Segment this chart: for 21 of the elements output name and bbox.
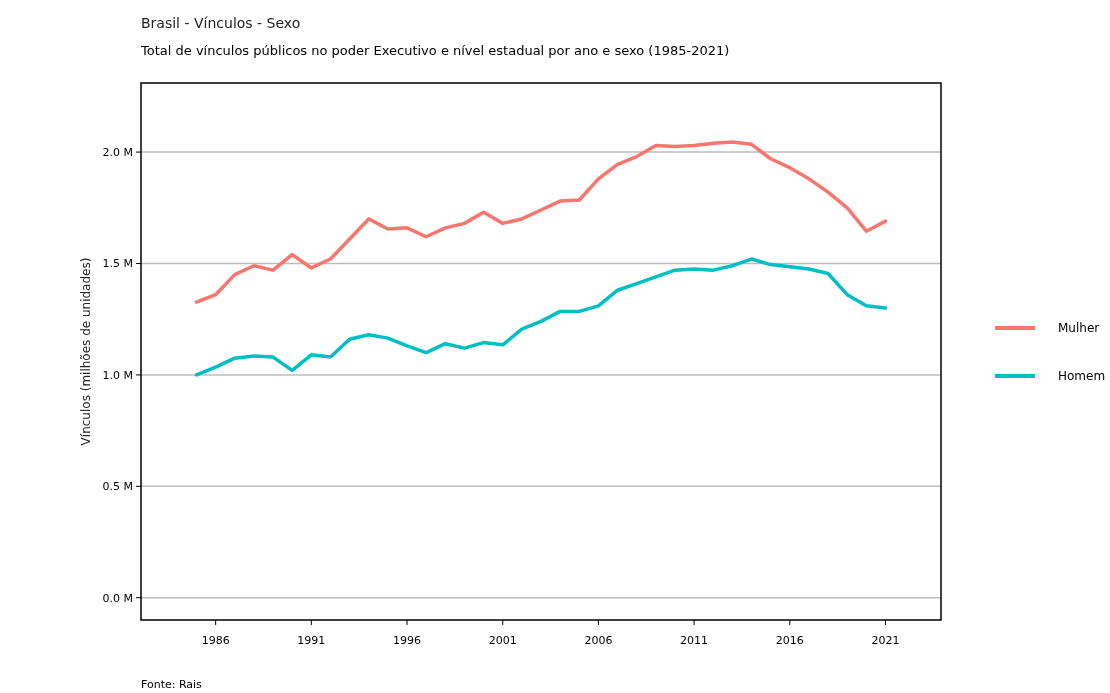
x-tick-label: 1991 (297, 633, 326, 647)
legend-label: Homem (1058, 369, 1106, 384)
source-note: Fonte: Rais (141, 678, 203, 691)
y-tick-label: 1.5 M (102, 257, 133, 271)
chart-title: Brasil - Vínculos - Sexo (141, 15, 301, 31)
y-tick-label: 2.0 M (102, 145, 133, 159)
x-tick-label: 1996 (393, 633, 422, 647)
legend-label: Mulher (1058, 321, 1100, 336)
x-tick-label: 2006 (584, 633, 613, 647)
x-tick-label: 1986 (201, 633, 230, 647)
y-axis-title: Vínculos (milhões de unidades) (79, 257, 93, 446)
line-series (194, 257, 888, 377)
y-tick-label: 1.0 M (102, 368, 133, 382)
x-tick-label: 2011 (680, 633, 709, 647)
x-tick-label: 2001 (488, 633, 517, 647)
line-series (194, 140, 888, 304)
x-tick-label: 2016 (775, 633, 804, 647)
x-tick-label: 2021 (871, 633, 900, 647)
chart-subtitle: Total de vínculos públicos no poder Executivo e nível estadual por ano e sexo (1985-2021) (140, 43, 730, 58)
y-tick-label: 0.0 M (102, 591, 133, 605)
y-tick-label: 0.5 M (102, 480, 133, 494)
